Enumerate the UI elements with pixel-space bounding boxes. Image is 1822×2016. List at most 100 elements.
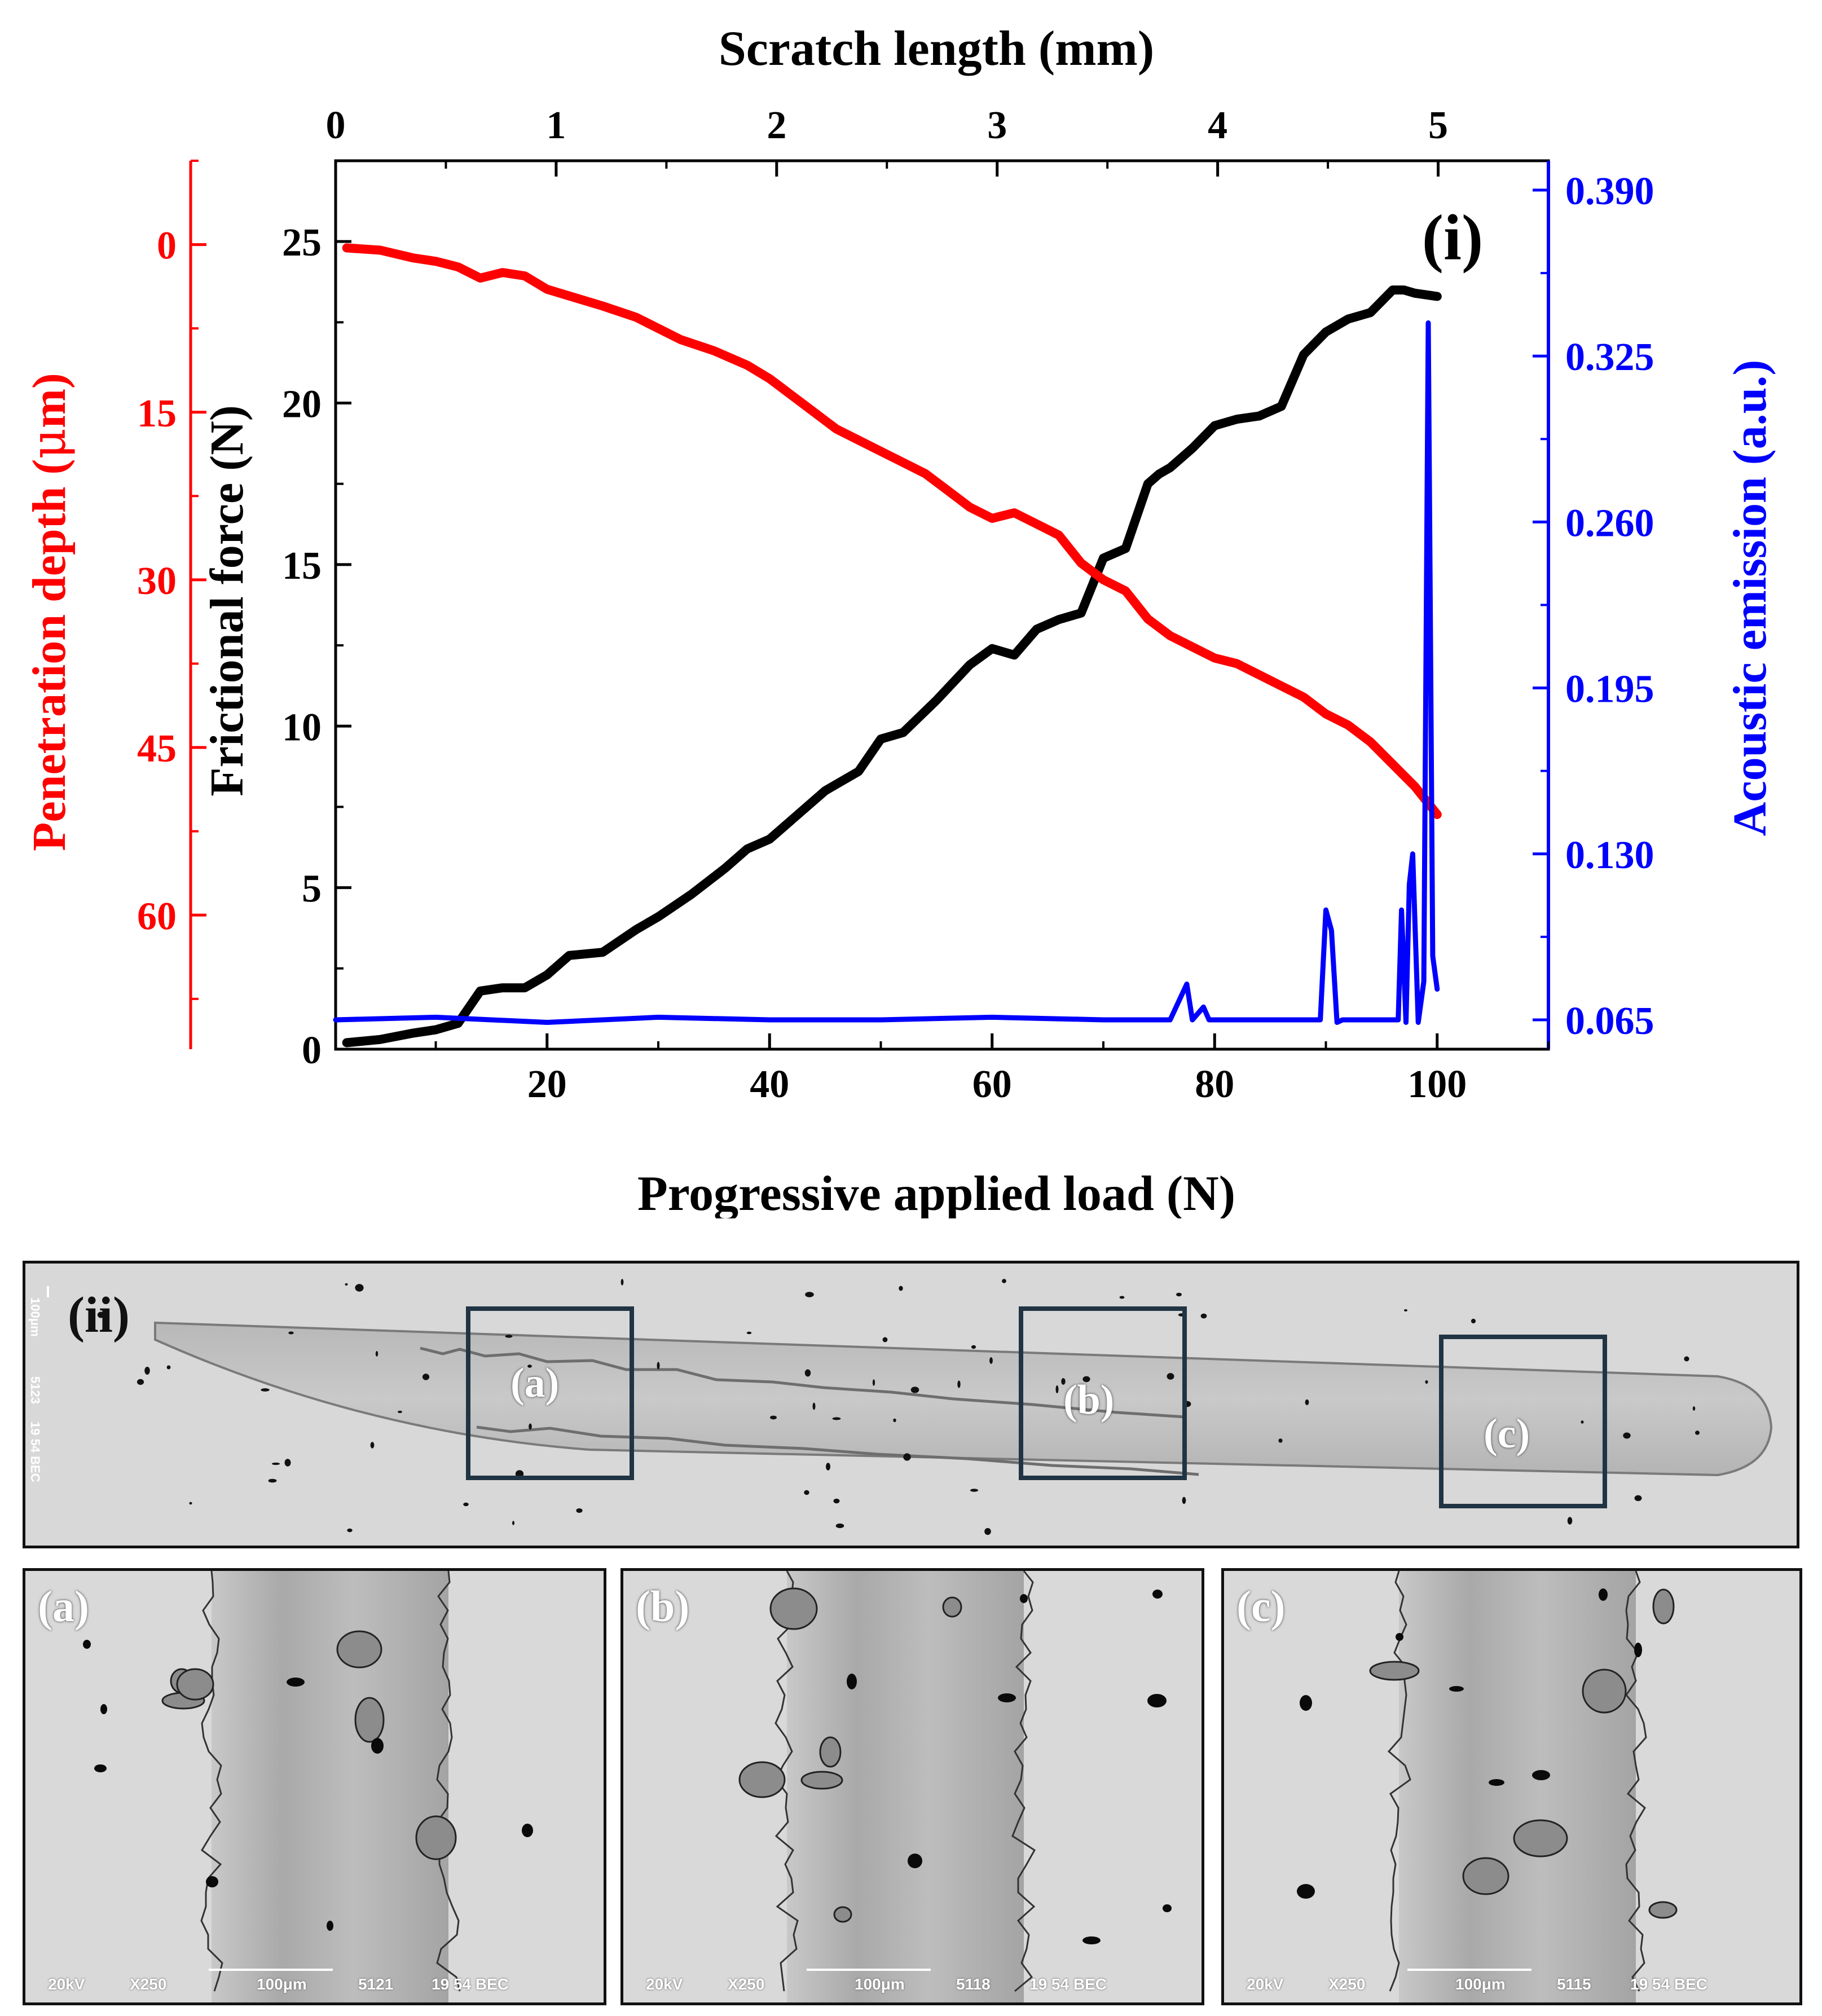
side-text-info: 19 54 BEC [28,1421,42,1482]
y-right-tick-label: 0.390 [1565,170,1654,213]
pore [1055,1385,1059,1393]
pore [463,1502,469,1507]
pore [100,1704,107,1714]
sem-info-info: 19 54 BEC [432,1975,509,1993]
pore [910,1386,919,1393]
pore [620,1279,624,1286]
pore [137,1379,144,1385]
pore [355,1284,364,1292]
pore [144,1367,150,1375]
pore [893,1418,896,1423]
top-tick-label: 2 [767,104,786,147]
pore [998,1693,1016,1702]
x-axis-title: Progressive applied load (N) [637,1167,1235,1218]
sem-info-kv: 20kV [48,1975,85,1993]
sem-zoom-label: (a) [38,1582,89,1631]
region-label-a: (a) [510,1360,560,1406]
chart-panel-label: (i) [1422,202,1484,274]
pore [166,1365,171,1370]
pore [1599,1588,1608,1601]
pore [375,1351,379,1357]
sem-overview-image [25,1264,1797,1546]
y-right-tick-label: 0.195 [1565,668,1654,711]
pore [882,1337,888,1342]
pore [1489,1779,1504,1786]
pore [512,1521,514,1525]
sem-info-mag: X250 [1328,1975,1366,1993]
side-text-id: 5123 [28,1376,42,1404]
groove-edge-crack [200,1571,223,1992]
penetration-tick-label: 0 [157,225,177,268]
sem-zoom-image [1224,1571,1799,2002]
pore [370,1442,375,1449]
pore [1449,1686,1464,1692]
sem-zoom-image [623,1571,1202,2002]
pore [805,1292,814,1297]
debris-flake [738,1761,786,1798]
pore [957,1380,961,1388]
sem-info-id: 5118 [956,1975,991,1993]
debris-flake [336,1630,382,1669]
pore [271,1462,280,1465]
sem-info-id: 5121 [358,1975,394,1993]
top-axis-title: Scratch length (mm) [719,21,1154,76]
debris-flake [833,1906,852,1923]
pore [1532,1770,1550,1780]
top-tick-label: 1 [546,104,566,147]
pore [804,1369,811,1377]
plot-frame [334,159,1550,1051]
pore [1152,1590,1163,1599]
pore [1082,1376,1090,1383]
pore [1278,1438,1283,1443]
sem-info-id: 5115 [1557,1975,1591,1993]
pore [97,1311,105,1318]
penetration-tick-label: 45 [137,727,177,771]
pore [83,1640,91,1649]
debris-flake [800,1771,843,1790]
pore [505,1335,513,1338]
pore [746,1331,752,1335]
sem-info-kv: 20kV [1247,1975,1284,1993]
pore [261,1388,270,1392]
sem-surface-pores [97,1279,1700,1535]
y-right-tick-label: 0.260 [1565,501,1654,545]
side-text-scale: 100μm [28,1297,42,1337]
sem-zoom-image [25,1571,604,2002]
scratch-groove [1399,1571,1636,2002]
pore [899,1286,903,1291]
pore [832,1417,841,1420]
debris-flake [415,1815,457,1860]
region-box-b [1019,1306,1187,1480]
pore [971,1345,976,1349]
debris-flake [942,1596,962,1618]
y-left-axis-title: Frictional force (N) [201,405,253,796]
pore [1119,1296,1125,1299]
pore [1471,1318,1476,1324]
pore [527,1364,532,1368]
region-label-b: (b) [1063,1377,1115,1423]
pore [835,1523,844,1529]
debris-flake [769,1587,818,1630]
sem-info-mag: X250 [130,1975,167,1993]
debris-flake [1513,1819,1568,1857]
y-right-tick-label: 0.065 [1565,1000,1654,1043]
x-tick-label: 100 [1407,1063,1467,1106]
pore [770,1415,777,1420]
y-right-axis-title: Acoustic emission (a.u.) [1724,360,1776,837]
region-label-c: (c) [1484,1411,1530,1457]
pore [1404,1309,1407,1311]
pore [94,1764,107,1772]
pore [1396,1633,1403,1641]
pore [903,1453,911,1461]
pore [576,1508,583,1513]
x-tick-label: 60 [972,1063,1012,1106]
y-left-tick-label: 0 [302,1029,322,1072]
x-tick-label: 20 [527,1063,567,1106]
series-frictional-force-line [342,285,1442,1047]
pore [1167,1373,1174,1380]
top-tick-label: 4 [1208,104,1227,147]
penetration-tick-label: 30 [137,560,177,603]
pore [522,1824,533,1837]
region-box-c [1439,1335,1607,1508]
